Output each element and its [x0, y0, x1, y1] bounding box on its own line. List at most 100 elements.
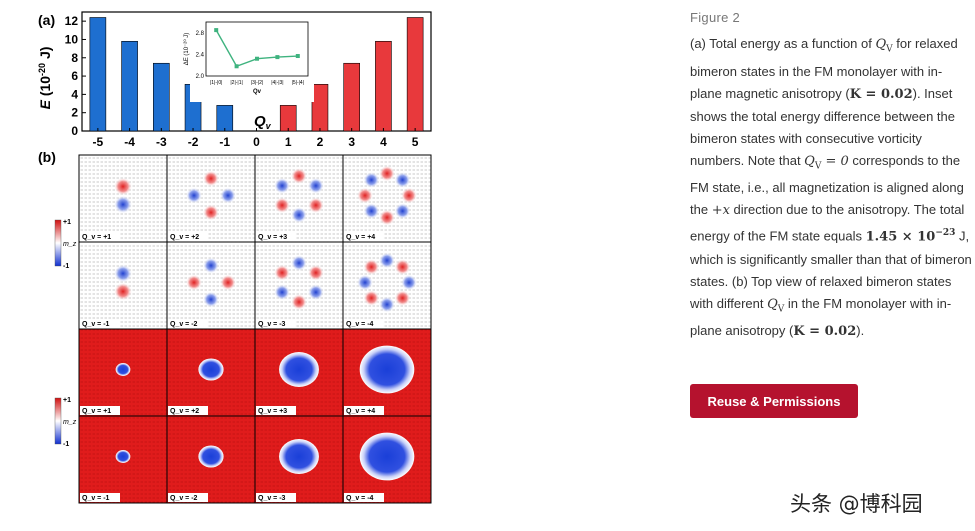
bar--5	[89, 17, 107, 132]
red-lobe	[307, 264, 324, 281]
inset-x-axis-label: Qv	[253, 89, 262, 95]
cell-label: Q_v = -1	[82, 495, 110, 502]
cell-label-bg	[80, 232, 120, 241]
caption-math: Q	[767, 296, 778, 312]
blue-core	[198, 445, 224, 468]
blue-core	[279, 352, 319, 387]
cell-label-bg	[80, 493, 120, 502]
bimeron-cell-top	[78, 241, 168, 330]
bimeron-cell-top	[254, 154, 344, 243]
y-axis-label: E (10-20 J)	[37, 47, 53, 110]
caption-text: corresponds to the FM state, i.e., all m…	[690, 152, 964, 218]
colorbar-max-label: +1	[63, 397, 71, 404]
inset-y-axis-label: ΔE (10⁻²⁰ J)	[183, 33, 190, 66]
watermark: 头条 @博科园	[790, 492, 923, 516]
red-lobe	[307, 197, 324, 214]
bimeron-cell-bottom	[78, 328, 168, 417]
reuse-permissions-button[interactable]: Reuse & Permissions	[690, 384, 858, 418]
x-tick-label: -5	[93, 135, 104, 149]
blue-lobe	[394, 203, 411, 220]
blue-lobe	[203, 291, 219, 308]
red-lobe	[291, 168, 307, 184]
inset-y-tick-label: 2.0	[196, 74, 205, 80]
inset-point	[255, 56, 259, 61]
red-lobe	[203, 204, 219, 221]
bar--1	[216, 105, 234, 132]
red-lobe	[363, 258, 380, 275]
y-tick-label: 2	[71, 106, 78, 120]
caption-text: ). Inset shows the total energy differen…	[690, 85, 955, 168]
cell-label-bg	[344, 406, 384, 415]
red-lobe	[274, 264, 291, 281]
x-axis-label-part: v	[266, 121, 272, 131]
blue-lobe	[379, 296, 395, 313]
bimeron-cell-bottom	[78, 415, 168, 504]
x-tick-label: 2	[317, 135, 324, 149]
y-axis-label-part: -20	[37, 63, 47, 76]
blue-core	[115, 450, 131, 463]
red-lobe	[291, 294, 307, 310]
inset-point	[275, 55, 280, 60]
bimeron-cell-top	[342, 154, 432, 243]
red-lobe	[186, 274, 202, 291]
cell-label: Q_v = +2	[170, 408, 199, 415]
bar-5	[406, 17, 424, 132]
cell-label-bg	[344, 319, 384, 328]
inset-y-tick-label: 2.4	[196, 52, 205, 58]
inset-point	[214, 28, 219, 33]
inset-background	[190, 14, 314, 102]
caption-math: Q	[875, 37, 887, 52]
caption-text: ).	[856, 323, 865, 339]
bimeron-cell-bottom	[254, 415, 344, 504]
blue-lobe	[363, 203, 380, 220]
blue-lobe	[203, 257, 219, 274]
red-lobe	[401, 187, 417, 204]
x-tick-label: -4	[124, 135, 135, 149]
x-tick-label: -2	[188, 135, 199, 149]
bimeron-cell-top	[254, 241, 344, 330]
y-axis-label-part: (10	[37, 76, 53, 100]
panel-b-label: (b)	[38, 149, 56, 165]
blue-core	[359, 432, 415, 481]
cell-label: Q_v = +1	[82, 234, 111, 241]
caption-math: V	[777, 304, 785, 315]
red-lobe	[357, 187, 373, 204]
cell-label-bg	[168, 319, 208, 328]
cell-label: Q_v = +3	[258, 234, 287, 241]
caption-math: Q	[804, 153, 815, 169]
blue-core	[359, 345, 415, 394]
y-tick-label: 4	[71, 87, 78, 101]
caption-text: J, which is significantly smaller than t…	[690, 228, 972, 311]
red-lobe	[379, 209, 395, 226]
cell-label: Q_v = +4	[346, 408, 375, 415]
blue-lobe	[363, 171, 380, 188]
caption-math: = 0	[821, 153, 849, 169]
inset-point	[295, 54, 300, 59]
figure-label: Figure 2	[690, 10, 741, 25]
y-axis-label-part: E	[37, 99, 53, 109]
cell-label: Q_v = -3	[258, 495, 286, 502]
red-lobe	[114, 282, 132, 301]
cell-label-bg	[256, 406, 296, 415]
caption-text: direction due to the anisotropy. The tot…	[690, 202, 965, 244]
bar--4	[121, 40, 138, 132]
figure-2-image: (a) 0 2 4 6 8 10 12 E (10-20 J) -5 -4 -3 -2 -1 0 1 2 3 4 5 Q…	[36, 8, 436, 526]
x-tick-label: 5	[412, 135, 419, 149]
cell-label: Q_v = -4	[346, 321, 374, 328]
blue-lobe	[307, 284, 324, 301]
caption-math: K = 0.02	[793, 324, 857, 340]
blue-lobe	[274, 284, 291, 301]
caption-math: 1.45 × 10	[865, 229, 936, 245]
blue-lobe	[357, 274, 373, 291]
cell-label: Q_v = +1	[82, 408, 111, 415]
cell-label: Q_v = -2	[170, 495, 198, 502]
colorbar	[54, 219, 62, 267]
y-axis-label-part: J)	[37, 47, 53, 63]
blue-lobe	[401, 274, 417, 291]
red-lobe	[274, 197, 291, 214]
blue-lobe	[114, 264, 132, 283]
figure-caption: (a) Total energy as a function of QV for…	[690, 33, 972, 343]
colorbar-min-label: -1	[63, 263, 69, 270]
cell-label-bg	[168, 493, 208, 502]
cell-label: Q_v = +4	[346, 234, 375, 241]
